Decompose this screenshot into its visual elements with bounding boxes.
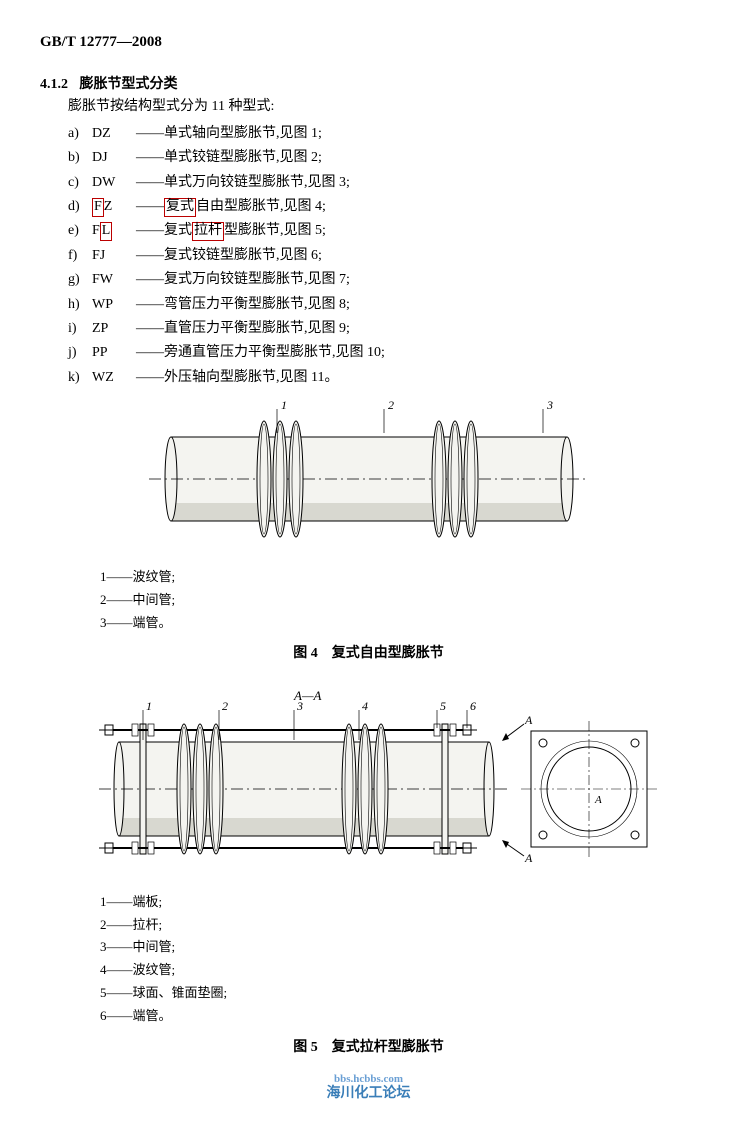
type-list-item: g)FW——复式万向铰链型膨胀节,见图 7; [68, 269, 697, 291]
svg-text:A: A [524, 713, 533, 727]
figure-4-caption: 图 4 复式自由型膨胀节 [40, 643, 697, 665]
legend-item: 2——拉杆; [100, 915, 697, 936]
section-title: 膨胀节型式分类 [80, 77, 178, 92]
figure-5-diagram: A—A123456AAA [69, 684, 669, 884]
type-list-item: c)DW——单式万向铰链型膨胀节,见图 3; [68, 172, 697, 194]
legend-item: 3——中间管; [100, 937, 697, 958]
section-heading: 4.1.2 膨胀节型式分类 [40, 74, 697, 96]
section-intro: 膨胀节按结构型式分为 11 种型式: [68, 96, 697, 118]
type-list-item: d)FZ——复式自由型膨胀节,见图 4; [68, 196, 697, 218]
type-list-item: b)DJ——单式铰链型膨胀节,见图 2; [68, 147, 697, 169]
svg-text:4: 4 [362, 699, 368, 713]
type-list-item: a)DZ——单式轴向型膨胀节,见图 1; [68, 123, 697, 145]
legend-item: 1——波纹管; [100, 567, 697, 588]
svg-text:1: 1 [146, 699, 152, 713]
type-list-item: e)FL——复式拉杆型膨胀节,见图 5; [68, 220, 697, 242]
type-list-item: f)FJ——复式铰链型膨胀节,见图 6; [68, 245, 697, 267]
type-list-item: h)WP——弯管压力平衡型膨胀节,见图 8; [68, 294, 697, 316]
svg-text:A: A [524, 851, 533, 865]
figure-5-legend: 1——端板;2——拉杆;3——中间管;4——波纹管;5——球面、锥面垫圈;6——… [100, 892, 697, 1027]
figure-5-caption: 图 5 复式拉杆型膨胀节 [40, 1037, 697, 1059]
legend-item: 2——中间管; [100, 590, 697, 611]
type-list-item: j)PP——旁通直管压力平衡型膨胀节,见图 10; [68, 342, 697, 364]
section-number: 4.1.2 [40, 77, 68, 92]
svg-text:3: 3 [296, 699, 303, 713]
doc-standard-header: GB/T 12777—2008 [40, 30, 697, 54]
svg-text:5: 5 [440, 699, 446, 713]
watermark: bbs.hcbbs.com 海川化工论坛 [40, 1071, 697, 1105]
legend-item: 1——端板; [100, 892, 697, 913]
type-list: a)DZ——单式轴向型膨胀节,见图 1;b)DJ——单式铰链型膨胀节,见图 2;… [40, 123, 697, 389]
legend-item: 4——波纹管; [100, 960, 697, 981]
svg-text:2: 2 [388, 399, 394, 412]
legend-item: 5——球面、锥面垫圈; [100, 983, 697, 1004]
svg-text:3: 3 [546, 399, 553, 412]
svg-text:A: A [594, 794, 602, 806]
svg-text:6: 6 [470, 699, 476, 713]
legend-item: 3——端管。 [100, 613, 697, 634]
svg-text:1: 1 [281, 399, 287, 412]
type-list-item: i)ZP——直管压力平衡型膨胀节,见图 9; [68, 318, 697, 340]
watermark-text: 海川化工论坛 [327, 1086, 411, 1101]
legend-item: 6——端管。 [100, 1006, 697, 1027]
figure-4-legend: 1——波纹管;2——中间管;3——端管。 [100, 567, 697, 633]
svg-text:2: 2 [222, 699, 228, 713]
figure-4-diagram: 1 2 3 [149, 399, 589, 559]
type-list-item: k)WZ——外压轴向型膨胀节,见图 11。 [68, 367, 697, 389]
